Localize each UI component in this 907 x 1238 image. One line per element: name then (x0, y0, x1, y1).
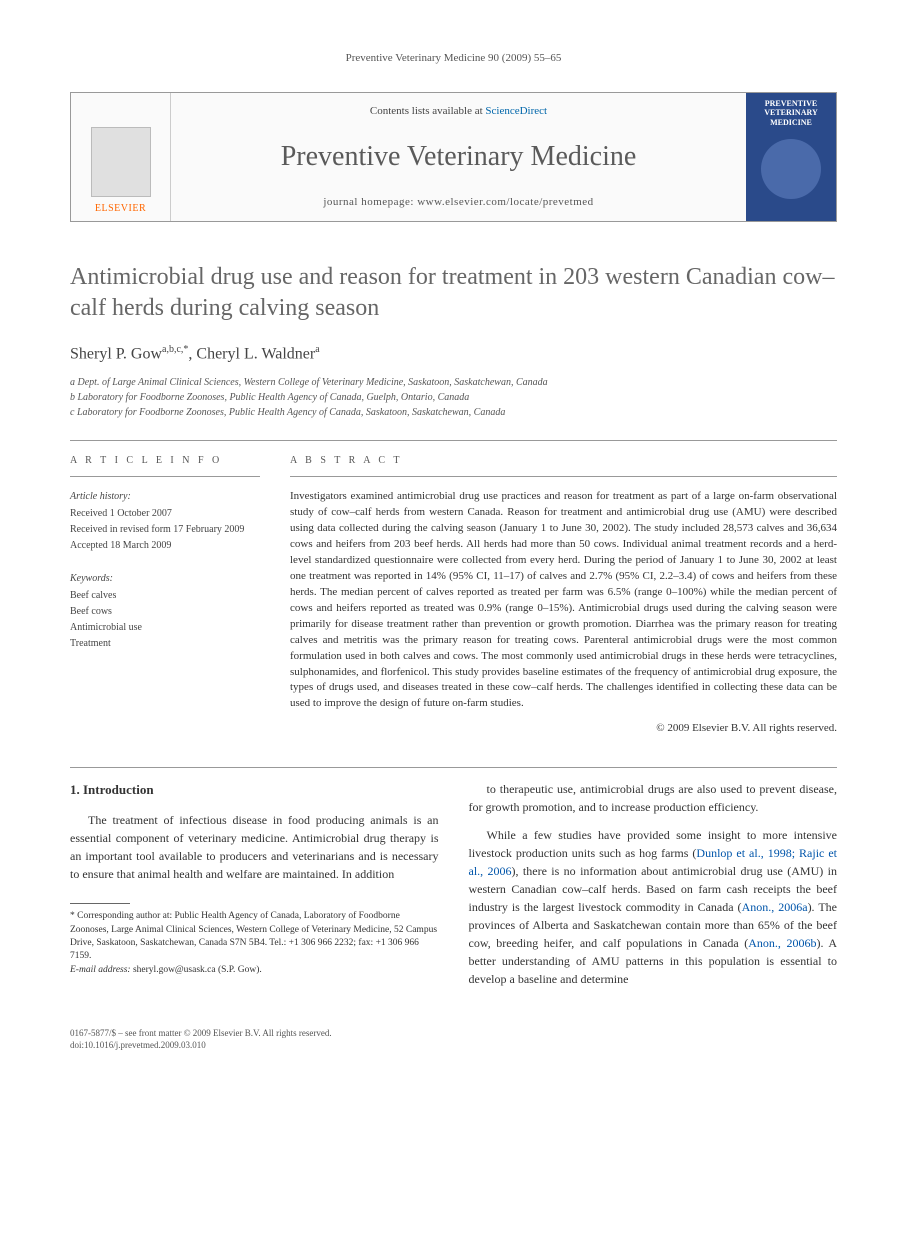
page: Preventive Veterinary Medicine 90 (2009)… (0, 0, 907, 1091)
paragraph: While a few studies have provided some i… (469, 826, 838, 988)
running-header: Preventive Veterinary Medicine 90 (2009)… (70, 50, 837, 67)
divider (70, 767, 837, 768)
column-left: 1. Introduction The treatment of infecti… (70, 780, 439, 998)
citation-link[interactable]: Anon., 2006b (748, 936, 816, 950)
journal-cover: PREVENTIVE VETERINARY MEDICINE (746, 93, 836, 221)
article-title: Antimicrobial drug use and reason for tr… (70, 262, 837, 324)
history-line: Accepted 18 March 2009 (70, 538, 260, 553)
contents-text: Contents lists available at (370, 105, 483, 117)
divider (290, 476, 837, 477)
corresponding-author-footnote: * Corresponding author at: Public Health… (70, 910, 439, 963)
body-columns: 1. Introduction The treatment of infecti… (70, 780, 837, 998)
column-right: to therapeutic use, antimicrobial drugs … (469, 780, 838, 998)
publisher-name: ELSEVIER (95, 201, 146, 216)
citation-link[interactable]: Anon., 2006a (742, 900, 808, 914)
publisher-logo-icon (91, 127, 151, 197)
email-footnote: E-mail address: sheryl.gow@usask.ca (S.P… (70, 964, 439, 977)
footnote-separator (70, 903, 130, 904)
keyword: Beef cows (70, 604, 260, 619)
journal-homepage[interactable]: journal homepage: www.elsevier.com/locat… (323, 194, 593, 211)
info-abstract-row: A R T I C L E I N F O Article history: R… (70, 453, 837, 737)
history-line: Received 1 October 2007 (70, 506, 260, 521)
copyright: © 2009 Elsevier B.V. All rights reserved… (290, 720, 837, 737)
keywords-heading: Keywords: (70, 571, 260, 586)
author-2: Cheryl L. Waldner (196, 345, 315, 362)
divider (70, 476, 260, 477)
email-label: E-mail address: (70, 965, 131, 975)
abstract-label: A B S T R A C T (290, 453, 837, 468)
paragraph: to therapeutic use, antimicrobial drugs … (469, 780, 838, 816)
keyword: Beef calves (70, 588, 260, 603)
page-footer: 0167-5877/$ – see front matter © 2009 El… (70, 1028, 837, 1051)
history-heading: Article history: (70, 489, 260, 504)
author-1-affil: a,b,c,* (162, 344, 188, 355)
email-address[interactable]: sheryl.gow@usask.ca (131, 965, 216, 975)
banner-center: Contents lists available at ScienceDirec… (171, 93, 746, 221)
history-line: Received in revised form 17 February 200… (70, 522, 260, 537)
author-1: Sheryl P. Gow (70, 345, 162, 362)
article-info-label: A R T I C L E I N F O (70, 453, 260, 468)
footer-doi: doi:10.1016/j.prevetmed.2009.03.010 (70, 1040, 837, 1052)
keyword: Antimicrobial use (70, 620, 260, 635)
keyword: Treatment (70, 636, 260, 651)
article-info: A R T I C L E I N F O Article history: R… (70, 453, 260, 737)
authors: Sheryl P. Gowa,b,c,*, Cheryl L. Waldnera (70, 342, 837, 366)
corr-label: * Corresponding author at: (70, 911, 172, 921)
affiliation: b Laboratory for Foodborne Zoonoses, Pub… (70, 391, 837, 405)
journal-name: Preventive Veterinary Medicine (281, 136, 637, 178)
history-lines: Received 1 October 2007 Received in revi… (70, 506, 260, 553)
contents-available: Contents lists available at ScienceDirec… (370, 103, 547, 120)
journal-banner: ELSEVIER Contents lists available at Sci… (70, 92, 837, 222)
abstract: A B S T R A C T Investigators examined a… (290, 453, 837, 737)
affiliation: a Dept. of Large Animal Clinical Science… (70, 376, 837, 390)
cover-image-icon (761, 139, 821, 199)
footer-line: 0167-5877/$ – see front matter © 2009 El… (70, 1028, 837, 1040)
author-2-affil: a (315, 344, 319, 355)
section-heading: 1. Introduction (70, 780, 439, 800)
affiliations: a Dept. of Large Animal Clinical Science… (70, 376, 837, 420)
paragraph: The treatment of infectious disease in f… (70, 811, 439, 883)
affiliation: c Laboratory for Foodborne Zoonoses, Pub… (70, 406, 837, 420)
cover-title: PREVENTIVE VETERINARY MEDICINE (750, 99, 832, 128)
email-who: (S.P. Gow). (216, 965, 262, 975)
publisher-block: ELSEVIER (71, 93, 171, 221)
sciencedirect-link[interactable]: ScienceDirect (485, 105, 547, 117)
keywords-list: Beef calves Beef cows Antimicrobial use … (70, 588, 260, 651)
abstract-text: Investigators examined antimicrobial dru… (290, 489, 837, 712)
divider (70, 440, 837, 441)
